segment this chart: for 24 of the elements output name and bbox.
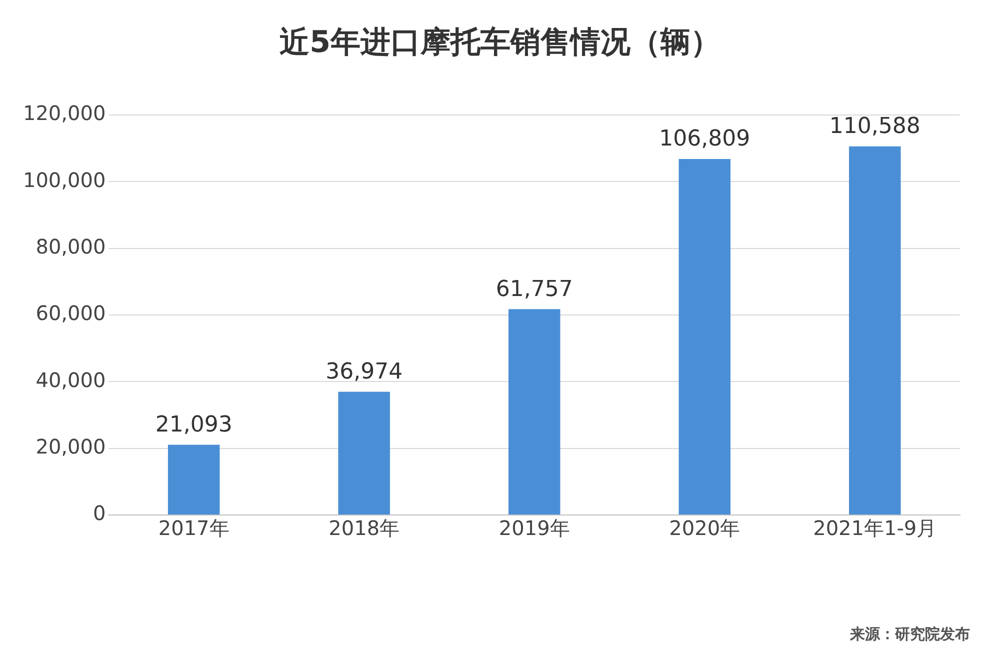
bar (338, 392, 390, 514)
x-tick-label: 2021年1-9月 (813, 516, 937, 540)
bar (508, 309, 560, 514)
x-tick-label: 2019年 (498, 516, 570, 540)
y-tick-label: 80,000 (36, 234, 106, 259)
data-label: 106,809 (659, 126, 750, 152)
y-tick-label: 0 (92, 501, 106, 526)
source-note: 来源：研究院发布 (850, 625, 970, 644)
y-tick-label: 20,000 (36, 434, 106, 459)
chart-title: 近5年进口摩托车销售情况（辆） (278, 24, 722, 62)
bar (678, 158, 730, 514)
y-tick-label: 60,000 (36, 301, 106, 326)
y-tick-label: 40,000 (36, 368, 106, 392)
y-tick-label: 100,000 (22, 168, 106, 192)
x-tick-label: 2017年 (158, 516, 230, 540)
data-label: 61,757 (496, 276, 573, 302)
x-tick-label: 2018年 (328, 516, 400, 540)
data-label: 110,588 (829, 114, 920, 140)
data-label: 21,093 (155, 412, 232, 438)
x-tick-label: 2020年 (669, 516, 740, 540)
bar (168, 444, 220, 514)
bar (848, 146, 901, 514)
y-tick-label: 120,000 (22, 101, 106, 126)
data-label: 36,974 (326, 359, 403, 384)
